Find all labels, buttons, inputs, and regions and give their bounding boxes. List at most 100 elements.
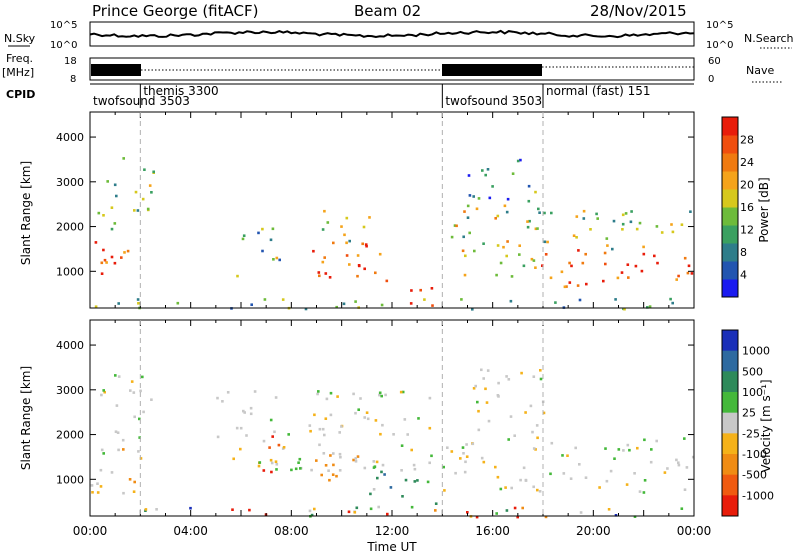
echo-cell <box>505 375 508 378</box>
colorbar-segment <box>722 207 738 226</box>
colorbar-tick-label: 1000 <box>742 345 770 358</box>
echo-cell <box>530 257 534 261</box>
colorbar-segment <box>722 261 738 280</box>
echo-cell <box>494 465 497 469</box>
echo-cell <box>464 460 467 464</box>
echo-cell <box>655 225 659 228</box>
echo-cell <box>120 256 123 259</box>
echo-cell <box>270 470 273 474</box>
echo-cell <box>139 389 142 393</box>
echo-cell <box>103 258 107 262</box>
echo-cell <box>366 417 370 421</box>
echo-cell <box>122 491 125 495</box>
y-tick-label: 1000 <box>56 265 84 278</box>
echo-cell <box>640 269 644 273</box>
freq-panel: Freq. [MHz] 18 8 60 0 Nave <box>2 52 782 85</box>
echo-cell <box>114 374 117 377</box>
echo-cell <box>506 197 510 201</box>
echo-cell <box>575 215 579 218</box>
echo-cell <box>269 418 273 422</box>
x-tick-label: 04:00 <box>173 524 208 538</box>
echo-cell <box>114 430 118 433</box>
echo-cell <box>401 390 405 394</box>
echo-cell <box>677 463 681 467</box>
echo-cell <box>99 485 103 488</box>
echo-cell <box>324 272 328 275</box>
y-tick-label: 3000 <box>56 176 84 189</box>
echo-cell <box>277 443 281 447</box>
echo-cell <box>316 392 319 396</box>
echo-cell <box>609 469 613 473</box>
echo-cell <box>526 220 529 223</box>
echo-cell <box>409 302 413 305</box>
echo-cell <box>362 225 366 229</box>
echo-cell <box>625 483 629 486</box>
echo-cell <box>323 433 326 437</box>
echo-cell <box>534 190 537 194</box>
echo-cell <box>122 448 125 451</box>
colorbar-segment <box>722 392 738 414</box>
echo-cell <box>102 389 105 392</box>
echo-cell <box>142 410 145 414</box>
echo-cell <box>323 209 326 213</box>
freq-bar-2 <box>442 64 542 76</box>
echo-cell <box>347 510 351 514</box>
echo-cell <box>510 275 514 278</box>
echo-cell <box>96 482 99 485</box>
echo-cell <box>318 443 321 447</box>
echo-cell <box>374 271 377 275</box>
echo-cell <box>623 307 626 311</box>
time-axis-ticks: 00:00 04:00 08:00 12:00 16:00 20:00 00:00 <box>73 524 712 538</box>
echo-cell <box>144 508 148 511</box>
echo-cell <box>472 195 475 198</box>
echo-cell <box>290 468 293 472</box>
echo-cell <box>532 375 536 378</box>
echo-cell <box>128 478 132 481</box>
echo-cell <box>241 237 245 241</box>
echo-cell <box>274 396 278 399</box>
echo-cell <box>357 408 360 411</box>
echo-cell <box>377 505 380 509</box>
echo-cell <box>132 391 136 394</box>
colorbar-frame <box>721 329 739 517</box>
echo-cell <box>620 271 624 274</box>
echo-cell <box>655 439 658 443</box>
echo-cell <box>589 228 592 231</box>
echo-cell <box>487 419 491 423</box>
echo-cell <box>335 305 338 309</box>
echo-cell <box>544 253 548 256</box>
echo-cell <box>100 261 104 265</box>
echo-cell <box>527 184 531 188</box>
x-tick-label: 20:00 <box>576 524 611 538</box>
echo-cell <box>633 515 637 518</box>
echo-cell <box>680 223 684 226</box>
echo-cell <box>236 274 239 278</box>
echo-cell <box>642 252 646 256</box>
y-tick-label: 3000 <box>56 384 84 397</box>
echo-cell <box>310 513 314 517</box>
echo-cell <box>257 464 261 468</box>
echo-cell <box>621 222 625 226</box>
colorbar-segment <box>722 279 738 298</box>
nsky-tick-top-left: 10^5 <box>50 20 77 31</box>
echo-cell <box>516 515 519 519</box>
echo-cell <box>242 234 246 237</box>
echo-cell <box>359 397 362 400</box>
echo-cell <box>348 263 351 266</box>
echo-cell <box>534 227 538 231</box>
echo-cell <box>275 463 279 466</box>
echo-cell <box>506 240 509 243</box>
echo-cell <box>123 251 126 254</box>
echo-cell <box>496 475 500 479</box>
echo-cell <box>116 431 120 434</box>
echo-cell <box>495 512 498 515</box>
echo-cell <box>520 371 523 375</box>
echo-cell <box>117 302 120 305</box>
beam-label: Beam 02 <box>354 2 421 20</box>
echo-cell <box>372 460 376 463</box>
echo-cell <box>450 450 454 453</box>
echo-cell <box>232 457 235 461</box>
echo-cell <box>308 424 312 427</box>
echo-cell <box>689 210 692 213</box>
nsky-frame <box>89 21 695 47</box>
